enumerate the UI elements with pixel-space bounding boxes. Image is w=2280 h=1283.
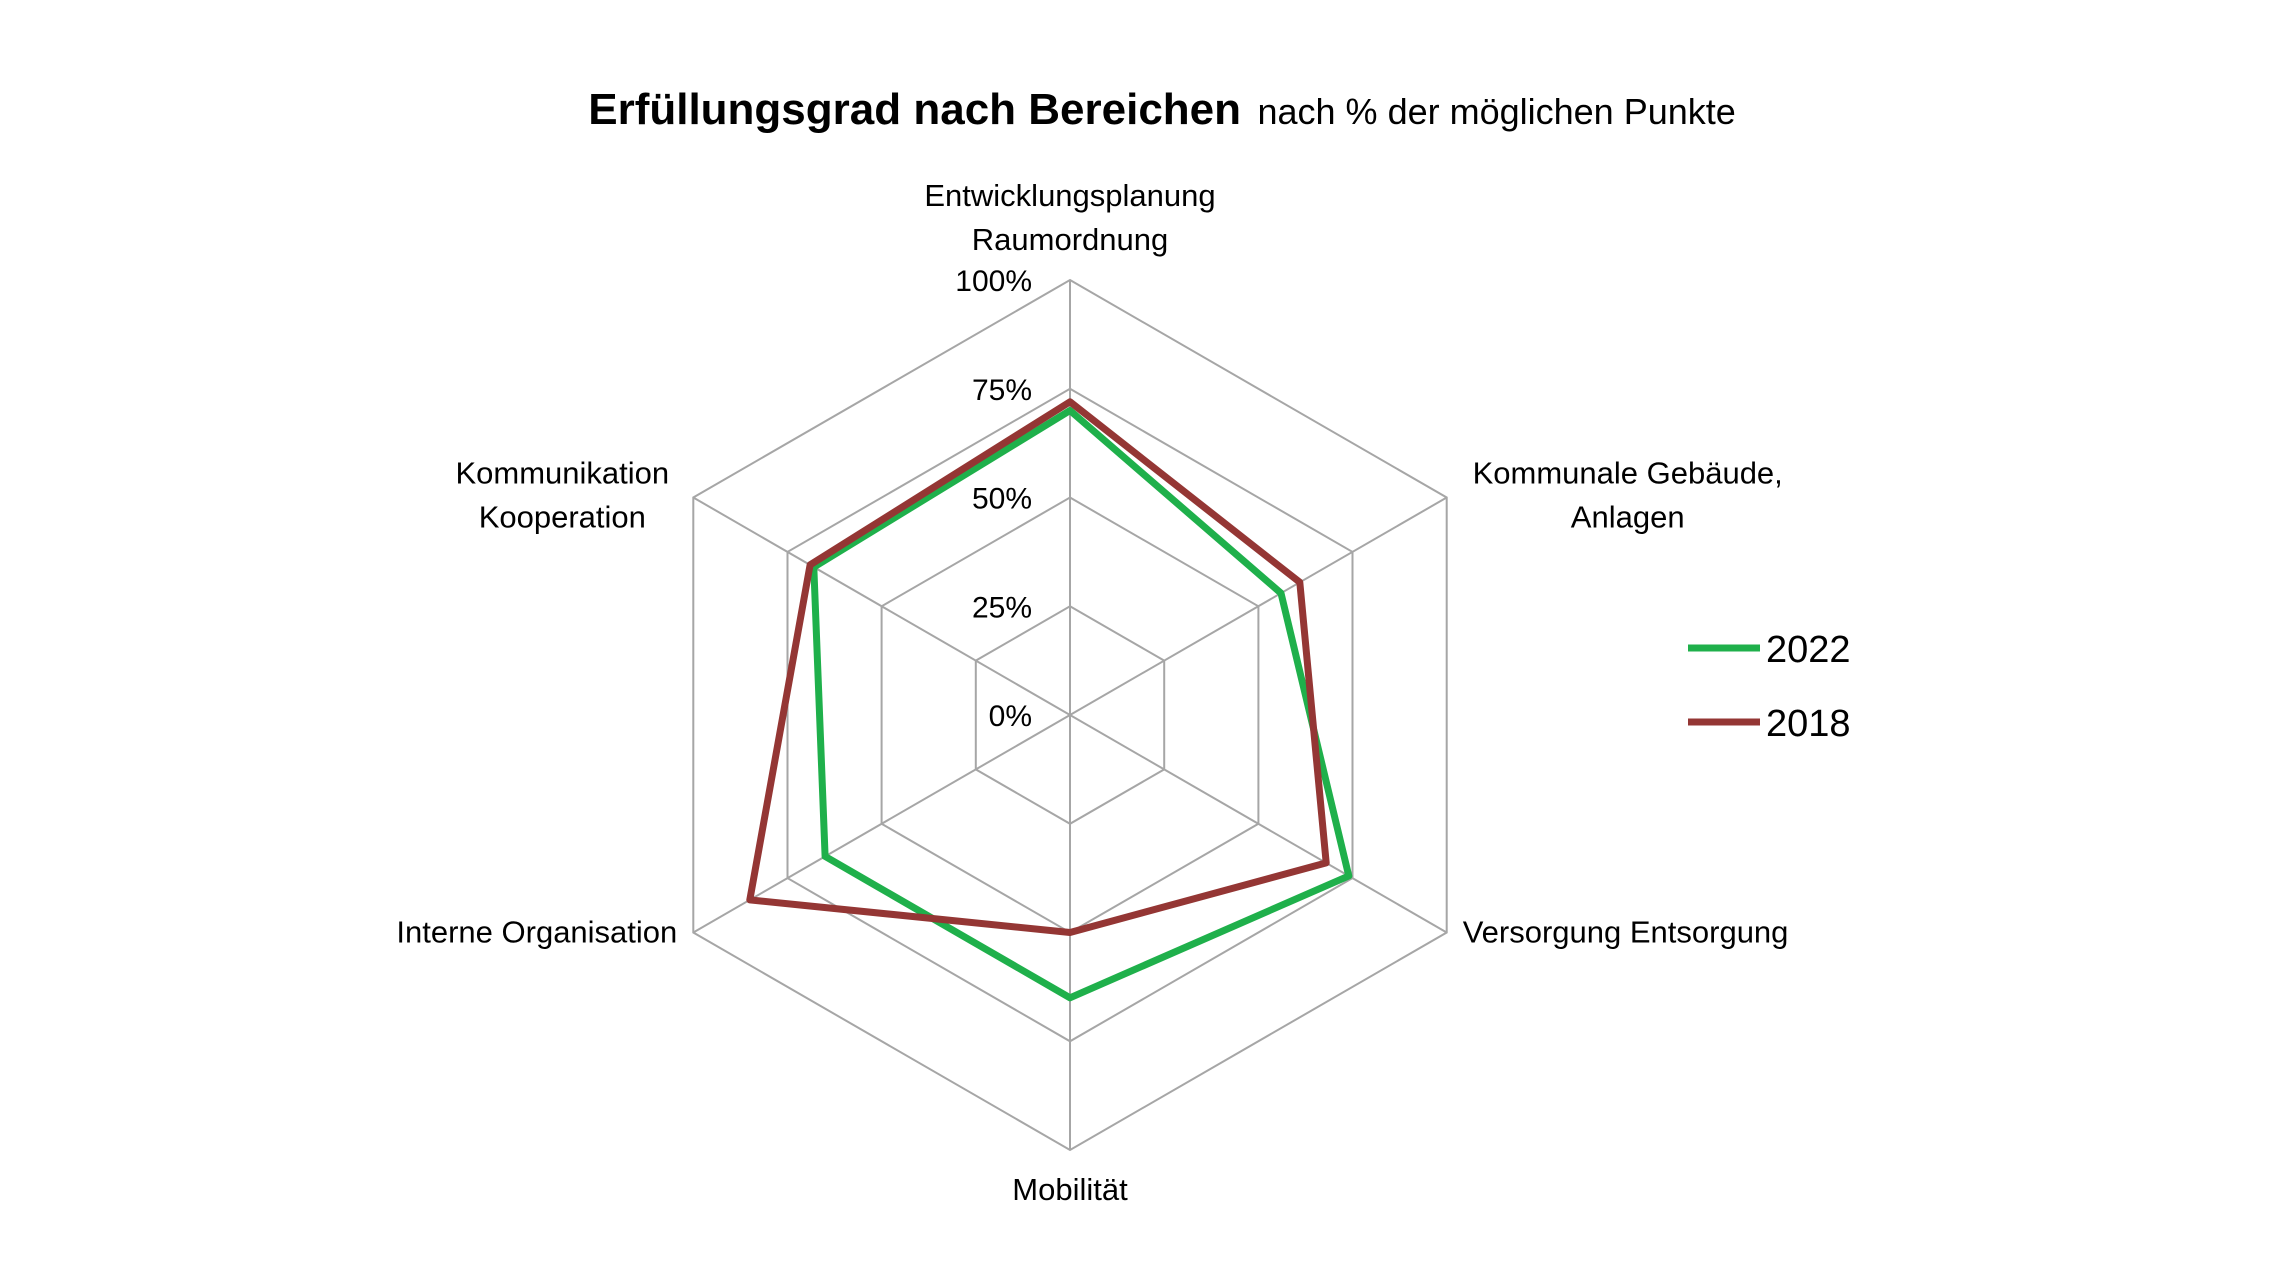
category-label-line: Interne Organisation [396,915,677,950]
category-label-line: Entwicklungsplanung [924,178,1215,213]
category-label-line: Kommunikation [455,456,669,491]
radial-tick-label: 25% [972,591,1032,624]
chart-title: Erfüllungsgrad nach Bereichen nach % der… [588,85,1736,134]
category-labels: Entwicklungsplanung Raumordnung Kommunale … [396,178,1788,1207]
category-label: Mobilität [1012,1172,1128,1207]
chart-title-main: Erfüllungsgrad nach Bereichen [588,85,1241,134]
series-line-2022 [810,407,1353,1002]
radial-tick-label: 50% [972,483,1032,516]
radial-tick-labels: 0% 25% 50% 75% 100% [955,265,1032,733]
series-line-2018 [746,398,1330,936]
radial-tick-label: 0% [989,700,1032,733]
category-label-line: Kooperation [479,500,646,535]
category-label-line: Mobilität [1012,1172,1128,1207]
legend-label-2018: 2018 [1766,703,1851,745]
legend-label-2022: 2022 [1766,629,1851,671]
category-label: Kommunale Gebäude, Anlagen [1473,456,1783,535]
grid-spoke [692,714,1071,934]
radar-series [746,398,1353,1002]
legend: 2022 2018 [1688,629,1851,745]
radial-tick-label: 100% [955,265,1032,298]
grid-spoke [1069,714,1448,934]
radial-tick-label: 75% [972,374,1032,407]
radar-grid [692,278,1448,1152]
category-label: Interne Organisation [396,915,677,950]
category-label: Versorgung Entsorgung [1463,915,1789,950]
category-label: Entwicklungsplanung Raumordnung [924,178,1215,257]
category-label-line: Versorgung Entsorgung [1463,915,1789,950]
category-label-line: Anlagen [1571,500,1685,535]
chart-subtitle: nach % der möglichen Punkte [1257,91,1735,132]
grid-spoke [692,496,1071,716]
grid-spoke [1069,496,1448,716]
category-label: Kommunikation Kooperation [455,456,669,535]
category-label-line: Kommunale Gebäude, [1473,456,1783,491]
category-label-line: Raumordnung [972,222,1168,257]
